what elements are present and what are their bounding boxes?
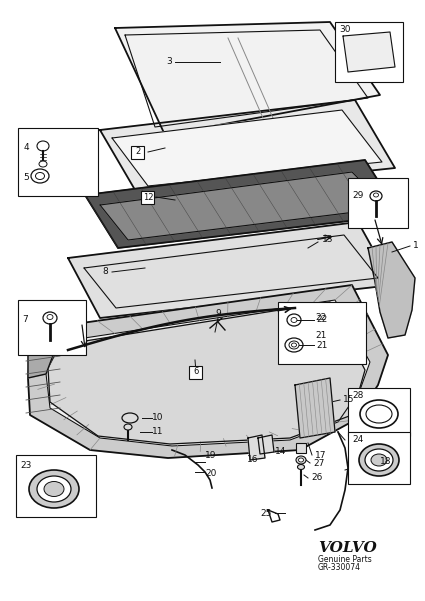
Text: GR-330074: GR-330074 xyxy=(318,564,361,573)
Text: 19: 19 xyxy=(205,451,216,460)
Text: 22: 22 xyxy=(315,314,326,323)
Polygon shape xyxy=(368,242,415,338)
Bar xyxy=(348,432,410,484)
Polygon shape xyxy=(68,222,393,318)
Text: 29: 29 xyxy=(352,192,363,201)
Polygon shape xyxy=(343,32,395,72)
Text: 24: 24 xyxy=(352,436,363,445)
Text: 6: 6 xyxy=(193,367,198,376)
Ellipse shape xyxy=(37,476,71,502)
Text: 26: 26 xyxy=(311,474,323,483)
Text: 17: 17 xyxy=(315,451,326,460)
Text: 23: 23 xyxy=(20,460,31,469)
Ellipse shape xyxy=(374,193,379,197)
Text: 10: 10 xyxy=(152,413,164,423)
Ellipse shape xyxy=(292,343,297,347)
Text: 5: 5 xyxy=(23,172,29,182)
Text: 12: 12 xyxy=(143,192,153,201)
Ellipse shape xyxy=(296,456,306,464)
Bar xyxy=(278,302,366,364)
Ellipse shape xyxy=(360,400,398,428)
Ellipse shape xyxy=(285,338,303,352)
Ellipse shape xyxy=(43,312,57,324)
Ellipse shape xyxy=(359,444,399,476)
Polygon shape xyxy=(100,172,388,240)
Bar xyxy=(335,22,403,82)
Polygon shape xyxy=(295,378,335,438)
Bar xyxy=(348,178,408,228)
Text: Genuine Parts: Genuine Parts xyxy=(318,555,372,564)
Ellipse shape xyxy=(44,481,64,496)
Bar xyxy=(348,388,410,436)
Polygon shape xyxy=(48,302,365,444)
Ellipse shape xyxy=(291,317,297,323)
Polygon shape xyxy=(112,110,382,186)
Polygon shape xyxy=(258,435,274,454)
Text: 7: 7 xyxy=(22,316,28,325)
Text: 8: 8 xyxy=(102,267,108,276)
Ellipse shape xyxy=(29,470,79,508)
Text: 15: 15 xyxy=(343,395,354,404)
Bar xyxy=(142,191,155,204)
Text: 1: 1 xyxy=(413,242,419,251)
Text: 22: 22 xyxy=(316,316,327,325)
Text: 16: 16 xyxy=(247,456,259,465)
Bar xyxy=(296,443,306,453)
Text: 20: 20 xyxy=(205,469,216,478)
Text: 4: 4 xyxy=(24,144,30,153)
Bar xyxy=(18,300,86,355)
Text: 21: 21 xyxy=(316,341,327,350)
Bar xyxy=(16,455,96,517)
Ellipse shape xyxy=(298,458,303,462)
Ellipse shape xyxy=(124,424,132,430)
Bar xyxy=(126,416,134,420)
Ellipse shape xyxy=(47,314,53,320)
Ellipse shape xyxy=(371,454,387,466)
Text: 13: 13 xyxy=(322,236,334,245)
Ellipse shape xyxy=(287,314,301,326)
Ellipse shape xyxy=(39,161,47,167)
Polygon shape xyxy=(46,300,370,446)
Polygon shape xyxy=(115,22,380,135)
Text: 18: 18 xyxy=(380,457,391,466)
Ellipse shape xyxy=(366,405,392,423)
Ellipse shape xyxy=(370,191,382,201)
Text: 27: 27 xyxy=(313,459,324,468)
Ellipse shape xyxy=(37,141,49,151)
Text: 28: 28 xyxy=(352,391,363,400)
Text: 30: 30 xyxy=(339,25,351,34)
Ellipse shape xyxy=(298,465,304,469)
Text: 2: 2 xyxy=(136,147,141,156)
Polygon shape xyxy=(28,330,58,378)
Ellipse shape xyxy=(122,413,138,423)
Text: 9: 9 xyxy=(215,310,221,319)
Bar xyxy=(18,128,98,196)
Ellipse shape xyxy=(31,169,49,183)
Text: 25: 25 xyxy=(261,508,272,517)
Polygon shape xyxy=(248,435,265,460)
Polygon shape xyxy=(100,100,395,195)
Bar xyxy=(190,365,202,379)
Bar xyxy=(131,145,144,159)
Ellipse shape xyxy=(365,449,393,471)
Ellipse shape xyxy=(36,172,45,180)
Text: 21: 21 xyxy=(315,332,326,341)
Text: VOLVO: VOLVO xyxy=(318,541,377,555)
Text: 14: 14 xyxy=(275,448,286,457)
Polygon shape xyxy=(85,160,400,248)
Polygon shape xyxy=(28,285,388,458)
Text: 3: 3 xyxy=(166,58,172,67)
Text: 11: 11 xyxy=(152,427,164,436)
Ellipse shape xyxy=(289,341,299,349)
